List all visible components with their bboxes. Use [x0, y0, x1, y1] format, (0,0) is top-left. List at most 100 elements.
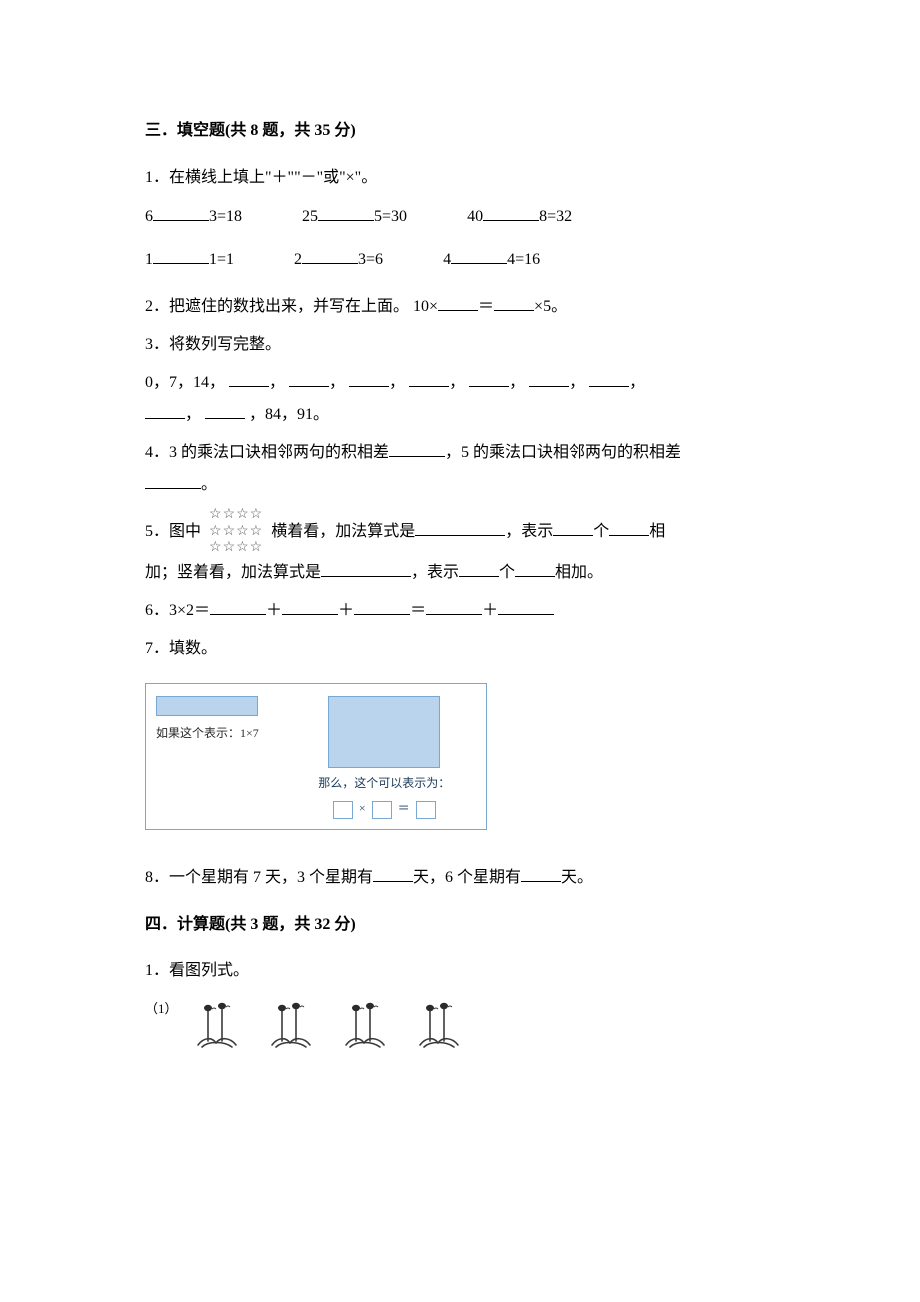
fill-blank[interactable] — [349, 370, 389, 387]
fill-blank[interactable] — [145, 472, 201, 489]
num: 40 — [467, 208, 483, 225]
q3-7-prompt: 7．填数。 — [145, 633, 780, 665]
q3-2: 2．把遮住的数找出来，并写在上面。 10× ＝ ×5。 — [145, 291, 780, 323]
fill-blank[interactable] — [282, 598, 338, 615]
num: 4 — [443, 251, 451, 268]
eq-cell: 25 5=30 — [302, 204, 407, 230]
text: ×5。 — [534, 298, 567, 315]
text: ，表示 — [411, 564, 459, 581]
subpart-label: （1） — [145, 999, 178, 1020]
fill-blank[interactable] — [153, 204, 209, 221]
big-rect-icon — [328, 696, 440, 768]
fill-blank[interactable] — [483, 204, 539, 221]
fill-box[interactable] — [372, 801, 392, 819]
eq-cell: 6 3=18 — [145, 204, 242, 230]
num: 5=30 — [374, 208, 407, 225]
fill-box[interactable] — [416, 801, 436, 819]
fill-box[interactable] — [333, 801, 353, 819]
q3-1-row1: 6 3=18 25 5=30 40 8=32 — [145, 204, 780, 230]
plant-icon — [262, 997, 318, 1053]
text: 相 — [649, 523, 665, 540]
text: 8．一个星期有 7 天，3 个星期有 — [145, 869, 373, 886]
section4-header: 四．计算题(共 3 题，共 32 分) — [145, 912, 780, 938]
fill-blank[interactable] — [438, 294, 478, 311]
q3-1-prompt: 1．在横线上填上"＋""－"或"×"。 — [145, 162, 780, 194]
text: ＋ — [338, 602, 354, 619]
num: 3=18 — [209, 208, 242, 225]
fill-blank[interactable] — [451, 247, 507, 264]
text: 相加。 — [555, 564, 603, 581]
text: 。 — [201, 476, 217, 493]
q3-3-seq: 0，7，14， ， ， ， ， ， ， ， ， ，84，91。 — [145, 367, 780, 431]
eq-cell: 23=6 — [294, 247, 383, 273]
num: 8=32 — [539, 208, 572, 225]
fill-blank[interactable] — [321, 560, 411, 577]
fill-blank[interactable] — [609, 519, 649, 536]
num: 6 — [145, 208, 153, 225]
fill-blank[interactable] — [515, 560, 555, 577]
fill-blank[interactable] — [521, 865, 561, 882]
text: ＋ — [266, 602, 282, 619]
text: 5．图中 — [145, 523, 201, 540]
fill-blank[interactable] — [389, 440, 445, 457]
q3-6: 6．3×2＝＋＋＝＋ — [145, 595, 780, 627]
fill-blank[interactable] — [205, 402, 245, 419]
eq-cell: 44=16 — [443, 247, 540, 273]
q4-1-prompt: 1．看图列式。 — [145, 955, 780, 987]
fill-blank[interactable] — [553, 519, 593, 536]
q3-5: 5．图中 ☆☆☆☆ ☆☆☆☆ ☆☆☆☆ 横着看，加法算式是，表示个相 加；竖着看… — [145, 507, 780, 589]
q3-8: 8．一个星期有 7 天，3 个星期有 天，6 个星期有 天。 — [145, 862, 780, 894]
q4-1-figure: （1） — [145, 997, 780, 1053]
text: 天。 — [561, 869, 593, 886]
figure-equation: × ＝ — [309, 799, 459, 818]
num: 2 — [294, 251, 302, 268]
q3-4: 4．3 的乘法口诀相邻两句的积相差，5 的乘法口诀相邻两句的积相差 。 — [145, 437, 780, 501]
fill-blank[interactable] — [494, 294, 534, 311]
page: 三．填空题(共 8 题，共 35 分) 1．在横线上填上"＋""－"或"×"。 … — [0, 0, 920, 1113]
text: 2．把遮住的数找出来，并写在上面。 10× — [145, 298, 438, 315]
stars-row: ☆☆☆☆ — [209, 507, 263, 524]
text: 个 — [593, 523, 609, 540]
eq-cell: 40 8=32 — [467, 204, 572, 230]
q3-3-prompt: 3．将数列写完整。 — [145, 329, 780, 361]
figure-right: 那么，这个可以表示为： × ＝ — [309, 696, 459, 818]
text: ，5 的乘法口诀相邻两句的积相差 — [445, 444, 681, 461]
fill-blank[interactable] — [289, 370, 329, 387]
num: 25 — [302, 208, 318, 225]
eq-sign: ＝ — [398, 801, 410, 815]
text: ＝ — [478, 298, 494, 315]
stars-icon: ☆☆☆☆ ☆☆☆☆ ☆☆☆☆ — [209, 507, 263, 557]
text: ＝ — [410, 602, 426, 619]
fill-blank[interactable] — [426, 598, 482, 615]
text: 加；竖着看，加法算式是 — [145, 564, 321, 581]
text: 个 — [499, 564, 515, 581]
eq-cell: 1 1=1 — [145, 247, 234, 273]
fill-blank[interactable] — [145, 402, 185, 419]
small-rect-icon — [156, 696, 258, 716]
fill-blank[interactable] — [373, 865, 413, 882]
times-sign: × — [359, 801, 366, 815]
fill-blank[interactable] — [354, 598, 410, 615]
fill-blank[interactable] — [469, 370, 509, 387]
num: 1 — [145, 251, 153, 268]
text: 6．3×2＝ — [145, 602, 210, 619]
text: ，表示 — [505, 523, 553, 540]
fill-blank[interactable] — [589, 370, 629, 387]
fill-blank[interactable] — [415, 519, 505, 536]
fill-blank[interactable] — [302, 247, 358, 264]
fill-blank[interactable] — [498, 598, 554, 615]
fill-blank[interactable] — [210, 598, 266, 615]
text: 天，6 个星期有 — [413, 869, 521, 886]
num: 1=1 — [209, 251, 234, 268]
plant-icon — [410, 997, 466, 1053]
stars-row: ☆☆☆☆ — [209, 524, 263, 541]
fill-blank[interactable] — [229, 370, 269, 387]
text: 0，7，14， — [145, 374, 225, 391]
fill-blank[interactable] — [153, 247, 209, 264]
fill-blank[interactable] — [409, 370, 449, 387]
fill-blank[interactable] — [529, 370, 569, 387]
fill-blank[interactable] — [459, 560, 499, 577]
stars-row: ☆☆☆☆ — [209, 540, 263, 557]
fill-blank[interactable] — [318, 204, 374, 221]
text: 横着看，加法算式是 — [271, 523, 415, 540]
